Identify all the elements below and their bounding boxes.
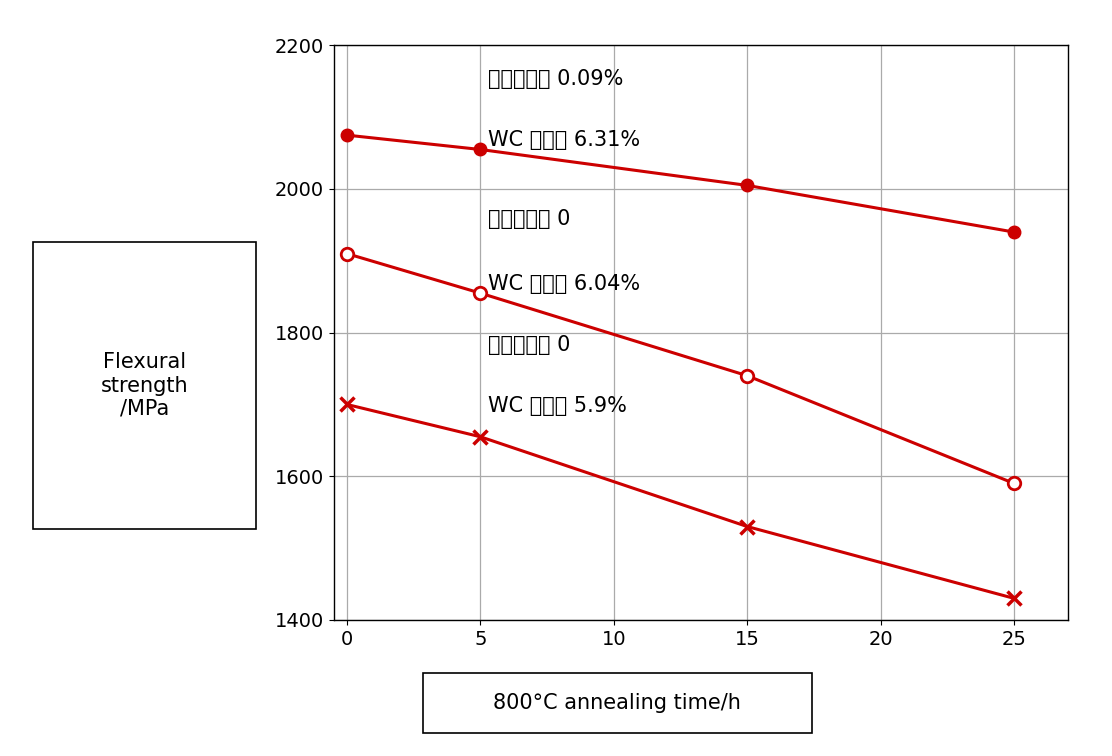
Text: 800°C annealing time/h: 800°C annealing time/h (494, 693, 741, 713)
Text: 游离碳含量 0: 游离碳含量 0 (488, 335, 570, 355)
Text: 游离碳含量 0.09%: 游离碳含量 0.09% (488, 69, 624, 89)
Text: WC 碳含量 6.04%: WC 碳含量 6.04% (488, 274, 641, 293)
Text: 游离碳含量 0: 游离碳含量 0 (488, 209, 570, 229)
Text: WC 碳含量 6.31%: WC 碳含量 6.31% (488, 130, 641, 150)
Text: WC 碳含量 5.9%: WC 碳含量 5.9% (488, 395, 627, 416)
Text: Flexural
strength
/MPa: Flexural strength /MPa (101, 352, 188, 419)
